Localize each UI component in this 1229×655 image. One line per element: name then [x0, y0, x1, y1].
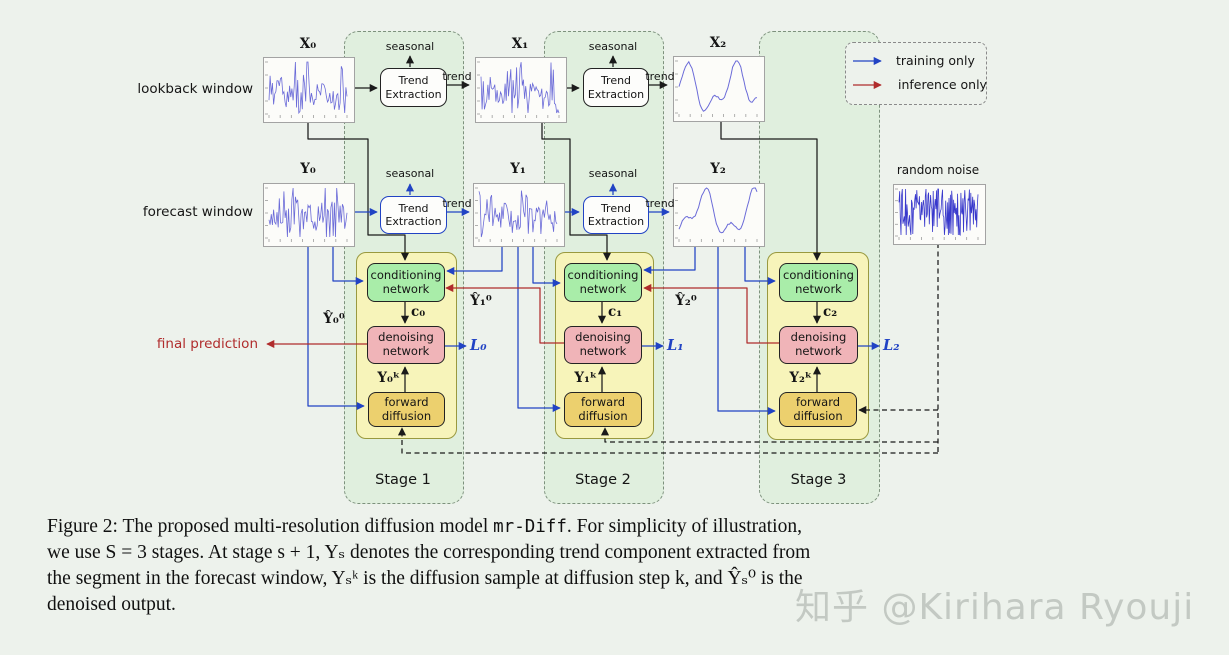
stage-3-title: Stage 3	[790, 472, 847, 488]
seasonal-label-3: seasonal	[385, 167, 435, 180]
caption-line-3: the segment in the forecast window, Yₛᵏ …	[47, 568, 803, 589]
loss-l2: L₂	[883, 337, 900, 354]
trend-label-3: trend	[442, 197, 472, 210]
x1-waveform	[477, 61, 560, 118]
forward-diffusion-stage2: forward diffusion	[564, 392, 642, 427]
denoised-output-yhat0: Ŷ₀⁰	[323, 311, 345, 327]
trend-label-2: trend	[645, 70, 675, 83]
plot-x1	[475, 57, 567, 123]
plot-y1	[473, 183, 565, 247]
model-name-code: mr-Diff	[493, 517, 567, 537]
forward-diffusion-stage1: forward diffusion	[368, 392, 445, 427]
trend-label-1: trend	[442, 70, 472, 83]
denoised-output-yhat1: Ŷ₁⁰	[470, 293, 492, 309]
y1-waveform	[475, 187, 558, 242]
plot-x2	[673, 56, 765, 122]
x0-title: X₀	[299, 36, 317, 52]
x2-waveform	[675, 60, 758, 117]
diffusion-sample-y1k: Y₁ᵏ	[574, 370, 597, 386]
denoised-output-yhat2: Ŷ₂⁰	[675, 293, 697, 309]
diffusion-sample-y2k: Y₂ᵏ	[789, 370, 812, 386]
trend-extraction-lookback-1: Trend Extraction	[380, 68, 447, 107]
x0-waveform	[265, 61, 348, 118]
plot-y0	[263, 183, 355, 247]
trend-label-4: trend	[645, 197, 675, 210]
stage-1-title: Stage 1	[375, 472, 431, 488]
legend-training-label: training only	[896, 53, 975, 68]
caption-line-2: we use S = 3 stages. At stage s + 1, Yₛ …	[47, 542, 811, 563]
denoising-network-stage2: denoising network	[564, 326, 642, 364]
forecast-window-label: forecast window	[142, 204, 253, 220]
random-noise-waveform	[895, 188, 979, 240]
trend-extraction-forecast-1: Trend Extraction	[380, 196, 447, 234]
plot-y2	[673, 183, 765, 247]
plot-random-noise	[893, 184, 986, 245]
figure-caption: Figure 2: The proposed multi-resolution …	[47, 514, 1197, 618]
loss-l1: L₁	[667, 337, 684, 354]
seasonal-label-4: seasonal	[588, 167, 638, 180]
forward-diffusion-stage3: forward diffusion	[779, 392, 857, 427]
random-noise-label: random noise	[896, 163, 980, 177]
legend-box	[845, 42, 987, 105]
plot-x0	[263, 57, 355, 123]
y0-waveform	[265, 187, 348, 242]
legend-inference-label: inference only	[898, 77, 987, 92]
y2-title: Y₂	[710, 161, 726, 177]
y0-title: Y₀	[300, 161, 316, 177]
trend-extraction-lookback-2: Trend Extraction	[583, 68, 649, 107]
x1-title: X₁	[511, 36, 529, 52]
denoising-network-stage1: denoising network	[367, 326, 445, 364]
conditioning-network-stage2: conditioning network	[564, 263, 642, 302]
cond-output-c0: c₀	[411, 304, 426, 320]
denoising-network-stage3: denoising network	[779, 326, 858, 364]
trend-extraction-forecast-2: Trend Extraction	[583, 196, 649, 234]
caption-line-1: Figure 2: The proposed multi-resolution …	[47, 516, 802, 537]
conditioning-network-stage3: conditioning network	[779, 263, 858, 302]
watermark: 知乎 @Kirihara Ryouji	[795, 587, 1195, 628]
seasonal-label-1: seasonal	[385, 40, 435, 53]
cond-output-c1: c₁	[608, 304, 623, 320]
figure-2-diagram: lookback window forecast window final pr…	[137, 31, 987, 504]
diffusion-sample-y0k: Y₀ᵏ	[377, 370, 400, 386]
seasonal-label-2: seasonal	[588, 40, 638, 53]
conditioning-network-stage1: conditioning network	[367, 263, 445, 302]
y2-waveform	[675, 187, 758, 242]
final-prediction-label: final prediction	[156, 336, 258, 352]
y1-title: Y₁	[510, 161, 526, 177]
lookback-window-label: lookback window	[137, 81, 253, 97]
stage-2-title: Stage 2	[575, 472, 631, 488]
cond-output-c2: c₂	[823, 304, 838, 320]
x2-title: X₂	[709, 35, 727, 51]
loss-l0: L₀	[470, 337, 487, 354]
caption-line-4: denoised output.	[47, 594, 176, 615]
